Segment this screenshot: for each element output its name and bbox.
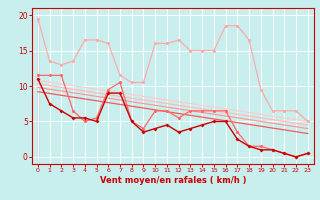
X-axis label: Vent moyen/en rafales ( km/h ): Vent moyen/en rafales ( km/h ) [100, 176, 246, 185]
